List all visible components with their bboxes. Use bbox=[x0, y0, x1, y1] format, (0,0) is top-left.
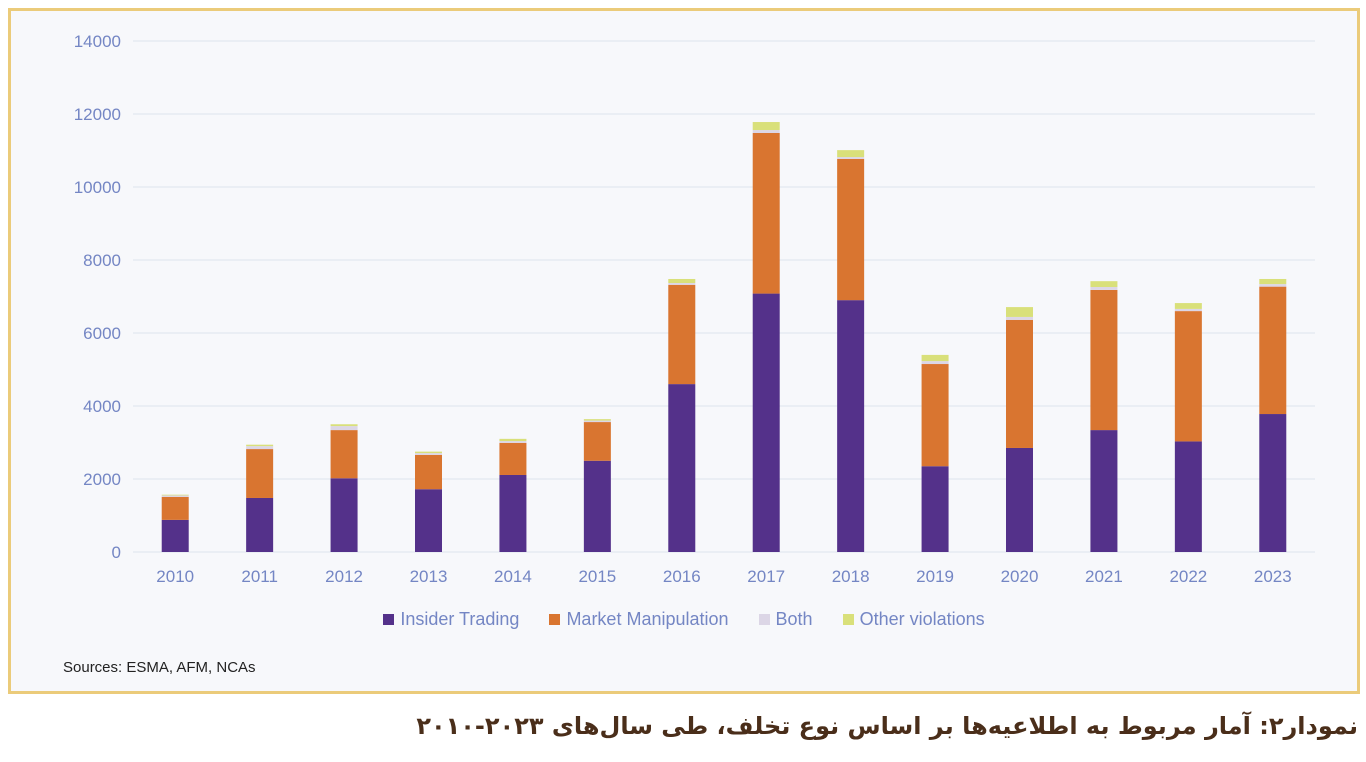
legend-swatch bbox=[549, 614, 561, 625]
bar-insider-trading-2019 bbox=[921, 466, 949, 552]
bar-market-manipulation-2016 bbox=[668, 284, 696, 385]
bar-other-violations-2019 bbox=[921, 354, 949, 362]
bar-both-2012 bbox=[330, 426, 358, 431]
x-tick-label: 2020 bbox=[1001, 567, 1039, 586]
source-note: Sources: ESMA, AFM, NCAs bbox=[63, 659, 256, 676]
bar-market-manipulation-2022 bbox=[1174, 311, 1202, 442]
bar-other-violations-2011 bbox=[246, 444, 274, 447]
x-tick-label: 2011 bbox=[241, 567, 278, 586]
bar-both-2019 bbox=[921, 361, 949, 365]
bar-both-2018 bbox=[837, 157, 865, 159]
bar-both-2020 bbox=[1006, 316, 1033, 320]
y-tick-label: 4000 bbox=[83, 397, 121, 416]
x-tick-label: 2012 bbox=[325, 567, 363, 586]
bar-market-manipulation-2013 bbox=[415, 454, 442, 490]
bar-other-violations-2020 bbox=[1006, 307, 1033, 317]
bar-insider-trading-2010 bbox=[161, 519, 189, 552]
bar-other-violations-2021 bbox=[1090, 281, 1118, 288]
legend: Insider Trading Market Manipulation Both Ot… bbox=[11, 609, 1357, 630]
bar-market-manipulation-2023 bbox=[1259, 286, 1287, 415]
y-tick-label: 2000 bbox=[83, 470, 121, 489]
bar-both-2011 bbox=[246, 446, 274, 450]
legend-swatch bbox=[383, 614, 395, 625]
bar-both-2021 bbox=[1090, 287, 1118, 290]
bar-other-violations-2023 bbox=[1259, 278, 1287, 285]
x-tick-label: 2017 bbox=[747, 567, 785, 586]
bar-market-manipulation-2020 bbox=[1006, 319, 1033, 448]
legend-swatch bbox=[758, 614, 770, 625]
bar-other-violations-2014 bbox=[499, 438, 527, 442]
y-tick-label: 6000 bbox=[83, 324, 121, 343]
legend-item: Insider Trading bbox=[383, 609, 519, 630]
legend-label: Both bbox=[775, 609, 813, 629]
bar-other-violations-2022 bbox=[1174, 303, 1202, 309]
bar-market-manipulation-2014 bbox=[499, 442, 527, 475]
bar-insider-trading-2023 bbox=[1259, 414, 1287, 552]
bar-insider-trading-2016 bbox=[668, 384, 696, 552]
bar-both-2015 bbox=[583, 420, 611, 423]
y-tick-label: 0 bbox=[112, 543, 121, 562]
bar-both-2023 bbox=[1259, 284, 1287, 287]
y-tick-label: 10000 bbox=[74, 178, 121, 197]
bar-both-2013 bbox=[415, 453, 442, 455]
figure-caption: نمودار۲: آمار مربوط به اطلاعیه‌ها بر اسا… bbox=[416, 712, 1358, 740]
y-tick-label: 12000 bbox=[74, 105, 121, 124]
bar-other-violations-2010 bbox=[161, 494, 189, 496]
bar-insider-trading-2021 bbox=[1090, 430, 1118, 552]
bar-market-manipulation-2012 bbox=[330, 430, 358, 479]
bar-insider-trading-2017 bbox=[752, 293, 780, 552]
bar-both-2022 bbox=[1174, 308, 1202, 312]
x-tick-label: 2014 bbox=[494, 567, 532, 586]
bar-market-manipulation-2017 bbox=[752, 132, 780, 294]
x-tick-label: 2015 bbox=[578, 567, 616, 586]
legend-swatch bbox=[842, 614, 854, 625]
legend-item: Both bbox=[758, 609, 813, 630]
legend-item: Other violations bbox=[842, 609, 985, 630]
bar-insider-trading-2022 bbox=[1174, 441, 1202, 552]
x-tick-label: 2016 bbox=[663, 567, 701, 586]
x-tick-label: 2021 bbox=[1085, 567, 1123, 586]
bar-both-2016 bbox=[668, 282, 696, 285]
bar-other-violations-2015 bbox=[583, 419, 611, 421]
bar-market-manipulation-2010 bbox=[161, 496, 189, 520]
bar-other-violations-2018 bbox=[837, 150, 865, 158]
bar-insider-trading-2011 bbox=[246, 497, 274, 552]
bar-market-manipulation-2018 bbox=[837, 158, 865, 301]
bar-market-manipulation-2021 bbox=[1090, 289, 1118, 431]
stacked-bar-chart: 0 2000 4000 6000 8000 10000 12000 14000 2010 2011… bbox=[74, 32, 1315, 586]
bar-both-2010 bbox=[161, 495, 189, 497]
bar-market-manipulation-2011 bbox=[246, 449, 274, 498]
y-tick-label: 14000 bbox=[74, 32, 121, 51]
x-tick-label: 2010 bbox=[156, 567, 194, 586]
legend-label: Market Manipulation bbox=[566, 609, 729, 629]
y-tick-label: 8000 bbox=[83, 251, 121, 270]
x-tick-label: 2013 bbox=[410, 567, 448, 586]
legend-item: Market Manipulation bbox=[549, 609, 729, 630]
bar-both-2017 bbox=[752, 130, 780, 133]
bar-insider-trading-2018 bbox=[837, 300, 865, 552]
x-tick-label: 2018 bbox=[832, 567, 870, 586]
bar-both-2014 bbox=[499, 441, 527, 443]
legend-label: Insider Trading bbox=[400, 609, 520, 629]
bar-insider-trading-2014 bbox=[499, 474, 527, 552]
bar-other-violations-2016 bbox=[668, 278, 696, 283]
bar-other-violations-2017 bbox=[752, 122, 780, 131]
bar-market-manipulation-2019 bbox=[921, 364, 949, 467]
bar-insider-trading-2013 bbox=[415, 489, 442, 552]
bar-insider-trading-2020 bbox=[1006, 447, 1033, 552]
bar-insider-trading-2012 bbox=[330, 478, 358, 552]
bar-insider-trading-2015 bbox=[583, 460, 611, 552]
x-tick-label: 2023 bbox=[1254, 567, 1292, 586]
x-tick-label: 2022 bbox=[1169, 567, 1207, 586]
bar-other-violations-2013 bbox=[415, 451, 442, 454]
chart-frame: 0 2000 4000 6000 8000 10000 12000 14000 2010 2011… bbox=[8, 8, 1360, 694]
bar-market-manipulation-2015 bbox=[583, 422, 611, 461]
x-tick-label: 2019 bbox=[916, 567, 954, 586]
legend-label: Other violations bbox=[859, 609, 985, 629]
bar-other-violations-2012 bbox=[330, 424, 358, 427]
